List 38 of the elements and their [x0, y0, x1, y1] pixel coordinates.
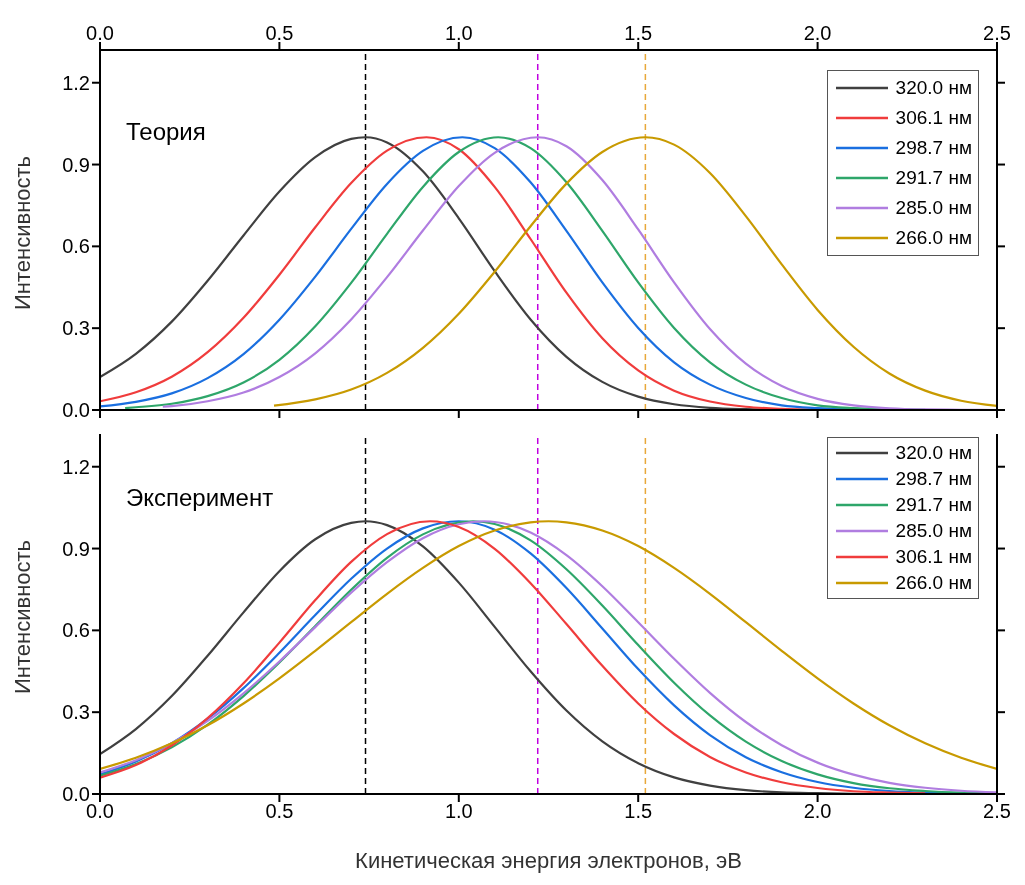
y-tick-label: 1.2: [62, 71, 90, 94]
x2-tick-label: 1.0: [444, 22, 473, 44]
legend-label: 320.0 нм: [895, 77, 972, 99]
legend-label: 266.0 нм: [895, 227, 972, 249]
legend-label: 298.7 нм: [895, 137, 972, 159]
x-axis-title: Кинетическая энергия электронов, эВ: [355, 848, 742, 873]
y-tick-label: 0.9: [62, 537, 90, 560]
y-tick-label: 0.3: [62, 317, 90, 340]
y-axis-title: Интенсивность: [9, 539, 35, 694]
legend-label: 285.0 нм: [895, 520, 972, 542]
x-tick-label: 0.5: [265, 800, 294, 823]
x2-tick-label: 1.5: [624, 22, 653, 44]
x-tick-label: 0.0: [86, 800, 114, 823]
legend-label: 306.1 нм: [895, 107, 972, 129]
x-tick-label: 1.5: [624, 800, 653, 823]
legend-label: 285.0 нм: [895, 197, 972, 219]
legend-label: 291.7 нм: [895, 494, 972, 516]
annotation: Эксперимент: [126, 484, 274, 512]
y-tick-label: 0.6: [62, 619, 90, 642]
y-tick-label: 0.9: [62, 153, 90, 176]
y-tick-label: 0.6: [62, 235, 90, 258]
annotation: Теория: [126, 118, 206, 146]
x2-tick-label: 2.5: [983, 22, 1011, 44]
x2-tick-label: 0.5: [265, 22, 294, 44]
y-tick-label: 1.2: [62, 455, 90, 478]
x2-tick-label: 2.0: [803, 22, 832, 44]
legend-label: 320.0 нм: [895, 442, 972, 464]
x-tick-label: 2.5: [983, 800, 1011, 823]
x-tick-label: 2.0: [803, 800, 832, 823]
x-tick-label: 1.0: [444, 800, 473, 823]
y-tick-label: 0.3: [62, 701, 90, 724]
x2-tick-label: 0.0: [86, 22, 114, 44]
legend-label: 298.7 нм: [895, 468, 972, 490]
y-tick-label: 0.0: [62, 399, 90, 422]
legend-label: 291.7 нм: [895, 167, 972, 189]
legend-label: 266.0 нм: [895, 572, 972, 594]
legend-label: 306.1 нм: [895, 546, 972, 568]
y-axis-title: Интенсивность: [9, 155, 35, 310]
